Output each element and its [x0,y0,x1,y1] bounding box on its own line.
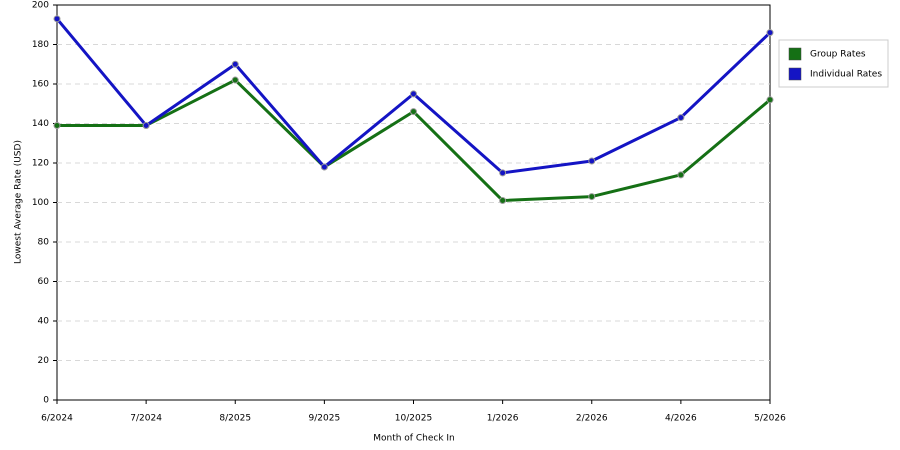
data-point [766,29,774,37]
y-tick-label: 100 [32,198,49,208]
y-tick-label: 40 [38,317,50,327]
x-tick-label: 6/2024 [41,414,73,424]
data-point [588,157,596,165]
y-tick-label: 80 [38,238,50,248]
legend-label: Individual Rates [810,70,882,80]
y-tick-label: 200 [32,1,49,11]
legend-swatch [788,47,802,61]
data-point [231,60,239,68]
data-point [53,121,61,129]
data-point [410,90,417,98]
x-axis-label: Month of Check In [373,434,455,444]
x-tick-label: 8/2025 [219,414,251,424]
data-point [53,15,61,23]
data-point [677,114,685,122]
x-tick-label: 7/2024 [130,414,162,424]
data-point [499,169,507,177]
y-axis-label: Lowest Average Rate (USD) [14,140,24,264]
y-tick-label: 120 [32,159,49,169]
data-point [231,76,239,84]
data-point [499,197,507,205]
y-tick-label: 160 [32,80,49,90]
data-point [410,108,417,116]
data-point [766,96,774,104]
x-tick-label: 5/2026 [754,414,786,424]
x-tick-label: 4/2026 [665,414,697,424]
data-point [320,163,328,171]
x-tick-label: 1/2026 [487,414,519,424]
data-point [677,171,685,179]
legend-swatch [788,67,802,81]
y-tick-label: 20 [38,356,50,366]
y-tick-label: 0 [43,396,49,406]
x-tick-label: 9/2025 [309,414,341,424]
data-point [588,193,596,201]
x-tick-label: 2/2026 [576,414,608,424]
y-tick-label: 140 [32,119,49,129]
x-tick-label: 10/2025 [395,414,432,424]
data-point [142,121,150,129]
legend-label: Group Rates [810,50,866,60]
y-tick-label: 180 [32,40,49,50]
series-line [57,78,771,203]
y-tick-label: 60 [38,277,50,287]
